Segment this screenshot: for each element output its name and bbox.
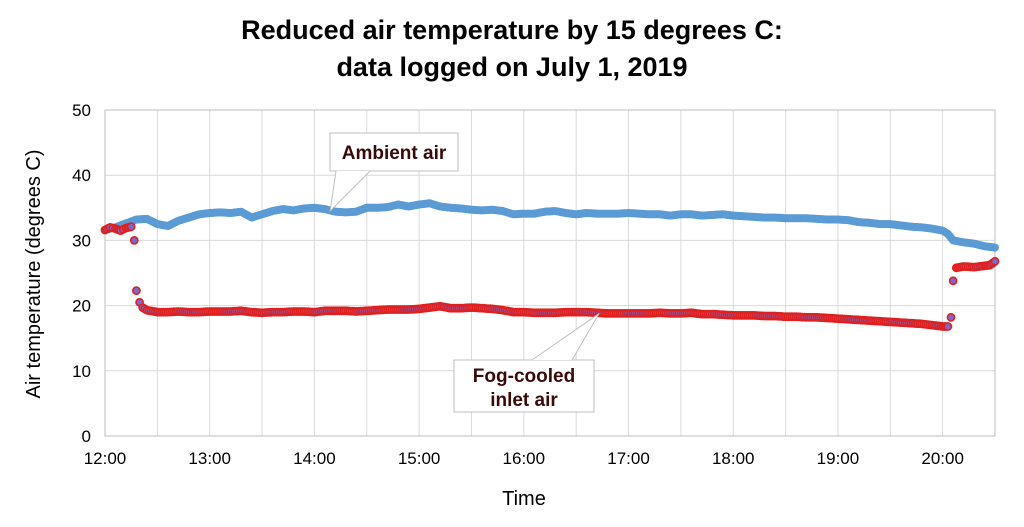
x-tick-label: 18:00 bbox=[712, 449, 755, 468]
y-tick-label: 0 bbox=[82, 427, 91, 446]
y-tick-labels: 0 10 20 30 40 50 bbox=[72, 101, 91, 446]
callout-label-ambient: Ambient air bbox=[342, 143, 447, 164]
fog-cooled-air-point bbox=[126, 222, 136, 232]
series-fog-cooled bbox=[100, 222, 1000, 331]
callout-pointer-ambient bbox=[329, 170, 371, 213]
x-tick-label: 17:00 bbox=[607, 449, 650, 468]
x-tick-labels: 12:00 13:00 14:00 15:00 16:00 17:00 18:00 19:00… bbox=[84, 449, 964, 468]
callouts: Ambient air Fog-cooled inlet air bbox=[329, 132, 600, 413]
callout-pointer-fog bbox=[531, 313, 600, 361]
y-tick-label: 30 bbox=[72, 231, 91, 250]
plot-area bbox=[104, 109, 996, 437]
chart-title-line-1: Reduced air temperature by 15 degrees C: bbox=[241, 15, 783, 45]
x-axis-title: Time bbox=[502, 488, 546, 510]
x-tick-label: 14:00 bbox=[293, 449, 336, 468]
y-tick-label: 50 bbox=[72, 101, 91, 120]
y-tick-label: 40 bbox=[72, 166, 91, 185]
chart-title-line-2: data logged on July 1, 2019 bbox=[336, 52, 688, 82]
x-tick-label: 12:00 bbox=[84, 449, 127, 468]
x-tick-label: 16:00 bbox=[503, 449, 546, 468]
x-tick-label: 19:00 bbox=[817, 449, 860, 468]
y-axis-title: Air temperature (degrees C) bbox=[23, 150, 45, 399]
fog-cooled-air-point bbox=[946, 312, 956, 322]
x-tick-label: 13:00 bbox=[188, 449, 231, 468]
y-tick-label: 20 bbox=[72, 297, 91, 316]
y-tick-label: 10 bbox=[72, 362, 91, 381]
callout-label-fog-line: inlet air bbox=[490, 390, 558, 411]
x-tick-label: 20:00 bbox=[921, 449, 964, 468]
ambient-air-point bbox=[991, 243, 999, 252]
series-ambient bbox=[101, 199, 999, 252]
callout-box-ambient bbox=[329, 132, 459, 172]
fog-cooled-air-point bbox=[990, 256, 1000, 266]
fog-cooled-air-point bbox=[131, 286, 141, 295]
fog-cooled-air-point bbox=[943, 322, 953, 331]
plot-frame bbox=[104, 109, 996, 437]
fog-cooled-air-point bbox=[948, 276, 958, 286]
x-tick-label: 15:00 bbox=[398, 449, 441, 468]
callout-label-fog-line: Fog-cooled bbox=[473, 366, 575, 387]
callout-label-fog: Fog-cooled inlet air bbox=[473, 366, 575, 411]
callout-box-fog bbox=[453, 359, 595, 413]
fog-cooled-air-point bbox=[129, 235, 139, 245]
chart-title: Reduced air temperature by 15 degrees C:… bbox=[0, 12, 1024, 86]
